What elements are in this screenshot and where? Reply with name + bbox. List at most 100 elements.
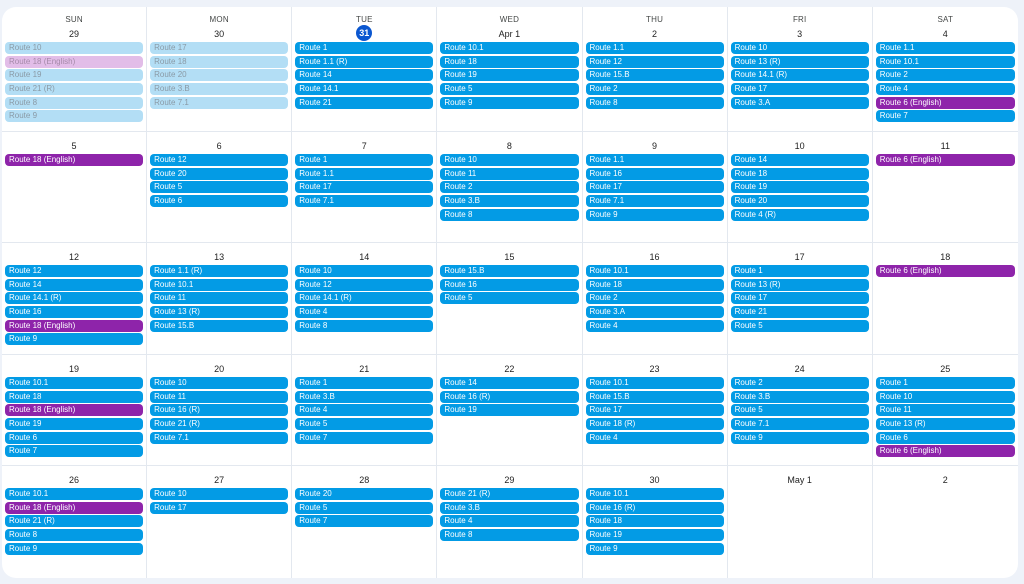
day-cell[interactable]: 18 Route 6 (English) <box>873 243 1018 354</box>
route-event[interactable]: Route 12 <box>5 265 144 277</box>
day-cell[interactable]: 15 Route 15.B Route 16 Route 5 <box>437 243 583 354</box>
route-event[interactable]: Route 20 <box>150 167 289 180</box>
route-event[interactable]: Route 7 <box>5 445 144 458</box>
route-event[interactable]: Route 9 <box>585 208 724 221</box>
route-event[interactable]: Route 19 <box>730 181 869 194</box>
route-event[interactable]: Route 10.1 <box>5 377 144 389</box>
route-event[interactable]: Route 13 (R) <box>150 306 289 319</box>
route-event[interactable]: Route 11 <box>875 404 1015 417</box>
date-label[interactable]: 26 <box>69 475 80 485</box>
day-cell[interactable]: 20 Route 10 Route 11 Route 16 (R) Route 21 (… <box>147 355 293 465</box>
day-cell[interactable]: 22 Route 14 Route 16 (R) Route 19 <box>437 355 583 465</box>
date-label[interactable]: 4 <box>942 29 948 39</box>
route-event[interactable]: Route 9 <box>5 333 144 346</box>
route-event[interactable]: Route 18 <box>730 167 869 180</box>
route-event[interactable]: Route 3.B <box>730 390 869 403</box>
route-event[interactable]: Route 17 <box>295 181 434 194</box>
route-event[interactable]: Route 6 <box>875 431 1015 444</box>
route-event[interactable]: Route 2 <box>585 292 724 305</box>
route-event[interactable]: Route 10.1 <box>150 278 289 291</box>
route-event[interactable]: Route 8 <box>295 319 434 332</box>
route-event[interactable]: Route 12 <box>150 154 289 166</box>
route-event[interactable]: Route 10.1 <box>585 377 724 389</box>
route-event[interactable]: Route 5 <box>150 181 289 194</box>
day-cell[interactable]: SUN 29 Route 10 Route 18 (English) Route 19 R… <box>2 7 148 131</box>
date-label[interactable]: 21 <box>359 364 370 374</box>
route-event[interactable]: Route 1.1 <box>875 42 1015 54</box>
route-event[interactable]: Route 4 <box>585 431 724 444</box>
route-event[interactable]: Route 6 <box>5 431 144 444</box>
route-event[interactable]: Route 10 <box>875 390 1015 403</box>
route-event[interactable]: Route 18 <box>585 515 724 528</box>
route-event[interactable]: Route 1.1 (R) <box>150 265 289 277</box>
date-label[interactable]: 18 <box>940 252 951 262</box>
route-event[interactable]: Route 15.B <box>150 319 289 332</box>
route-event[interactable]: Route 13 (R) <box>875 418 1015 431</box>
day-cell[interactable]: FRI 3 Route 10 Route 13 (R) Route 14.1 (R) Ro… <box>728 7 873 131</box>
date-label[interactable]: 19 <box>69 364 80 374</box>
route-event[interactable]: Route 4 <box>875 83 1015 96</box>
route-event[interactable]: Route 9 <box>585 542 724 555</box>
date-label[interactable]: 7 <box>361 141 367 151</box>
date-label[interactable]: 11 <box>940 141 950 151</box>
route-event[interactable]: Route 20 <box>150 69 289 82</box>
date-label[interactable]: 20 <box>214 364 225 374</box>
english-route-event[interactable]: Route 18 (English) <box>5 404 144 417</box>
day-cell[interactable]: 19 Route 10.1 Route 18 Route 18 (English) Ro… <box>2 355 148 465</box>
date-label[interactable]: 30 <box>214 29 225 39</box>
route-event[interactable]: Route 18 <box>585 278 724 291</box>
route-event[interactable]: Route 3.B <box>150 83 289 96</box>
day-cell[interactable]: 9 Route 1.1 Route 16 Route 17 Route 7.1 Route… <box>583 132 728 242</box>
route-event[interactable]: Route 8 <box>440 529 579 542</box>
day-cell[interactable]: WED Apr 1 Route 10.1 Route 18 Route 19 Route … <box>437 7 583 131</box>
today-date-label[interactable]: 31 <box>356 25 373 41</box>
route-event[interactable]: Route 18 <box>5 390 144 403</box>
route-event[interactable]: Route 6 <box>150 195 289 208</box>
date-label[interactable]: 8 <box>506 141 512 151</box>
route-event[interactable]: Route 7.1 <box>730 418 869 431</box>
route-event[interactable]: Route 1 <box>295 154 434 166</box>
english-route-event[interactable]: Route 6 (English) <box>875 154 1015 166</box>
route-event[interactable]: Route 10 <box>5 42 144 54</box>
day-cell[interactable]: TUE 31 Route 1 Route 1.1 (R) Route 14 Route 1… <box>292 7 438 131</box>
route-event[interactable]: Route 21 <box>295 96 434 109</box>
english-route-event[interactable]: Route 18 (English) <box>5 55 144 68</box>
route-event[interactable]: Route 5 <box>295 418 434 431</box>
route-event[interactable]: Route 9 <box>5 542 144 555</box>
route-event[interactable]: Route 16 <box>585 167 724 180</box>
route-event[interactable]: Route 7.1 <box>150 431 289 444</box>
route-event[interactable]: Route 19 <box>440 404 579 417</box>
route-event[interactable]: Route 21 <box>730 306 869 319</box>
date-label[interactable]: 16 <box>649 252 660 262</box>
route-event[interactable]: Route 8 <box>585 96 724 109</box>
day-cell[interactable]: 25 Route 1 Route 10 Route 11 Route 13 (R) Rou… <box>873 355 1018 465</box>
route-event[interactable]: Route 1 <box>875 377 1015 389</box>
route-event[interactable]: Route 14.1 (R) <box>730 69 869 82</box>
date-label[interactable]: 27 <box>214 475 225 485</box>
day-cell[interactable]: May 1 <box>728 466 873 578</box>
route-event[interactable]: Route 3.B <box>440 501 579 514</box>
route-event[interactable]: Route 17 <box>585 181 724 194</box>
day-cell[interactable]: 5 Route 18 (English) <box>2 132 148 242</box>
route-event[interactable]: Route 2 <box>730 377 869 389</box>
route-event[interactable]: Route 9 <box>730 431 869 444</box>
route-event[interactable]: Route 7 <box>295 431 434 444</box>
route-event[interactable]: Route 10.1 <box>585 265 724 277</box>
date-label[interactable]: 23 <box>649 364 660 374</box>
day-cell[interactable]: THU 2 Route 1.1 Route 12 Route 15.B Route 2 Ro… <box>583 7 728 131</box>
date-label[interactable]: 17 <box>794 252 805 262</box>
route-event[interactable]: Route 1.1 (R) <box>295 55 434 68</box>
route-event[interactable]: Route 4 <box>295 306 434 319</box>
route-event[interactable]: Route 16 <box>440 278 579 291</box>
route-event[interactable]: Route 15.B <box>585 390 724 403</box>
english-route-event[interactable]: Route 6 (English) <box>875 445 1015 458</box>
route-event[interactable]: Route 19 <box>585 529 724 542</box>
day-cell[interactable]: 30 Route 10.1 Route 16 (R) Route 18 Route 19… <box>583 466 728 578</box>
route-event[interactable]: Route 20 <box>295 488 434 500</box>
day-cell[interactable]: 13 Route 1.1 (R) Route 10.1 Route 11 Route 1… <box>147 243 293 354</box>
date-label[interactable]: 12 <box>69 252 80 262</box>
route-event[interactable]: Route 21 (R) <box>5 515 144 528</box>
route-event[interactable]: Route 7 <box>875 110 1015 123</box>
english-route-event[interactable]: Route 18 (English) <box>5 501 144 514</box>
date-label[interactable]: May 1 <box>787 475 812 485</box>
